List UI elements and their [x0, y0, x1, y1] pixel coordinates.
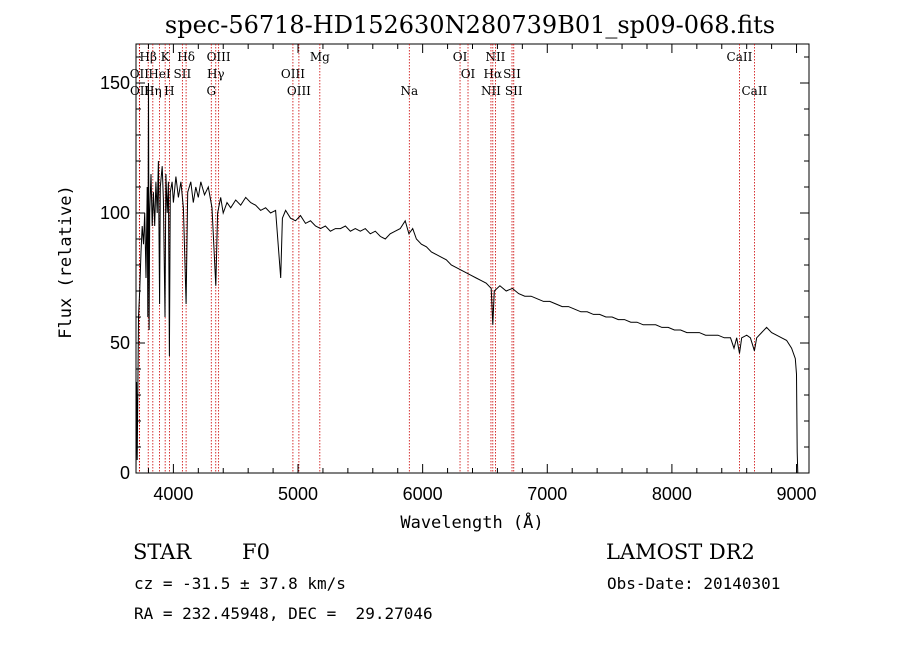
- spectral-line-label: SII: [505, 84, 523, 98]
- observation-date: Obs-Date: 20140301: [607, 574, 781, 593]
- spectral-line-label: CaII: [727, 50, 753, 64]
- chart-title: spec-56718-HD152630N280739B01_sp09-068.f…: [165, 11, 775, 39]
- spectral-line-label: SII: [174, 67, 192, 81]
- spectral-line-label: G: [206, 84, 216, 98]
- spectral-line-label: Hγ: [207, 67, 225, 81]
- axes: 4000 5000 6000 7000 8000 9000 0 50 100 150: [100, 44, 817, 504]
- spectral-line-label: NII: [481, 84, 501, 98]
- y-tick-label: 50: [110, 333, 130, 353]
- coordinates-readout: RA = 232.45948, DEC = 29.27046: [134, 604, 433, 623]
- spectral-line-label: Na: [400, 84, 418, 98]
- survey-name: LAMOST DR2: [606, 540, 755, 564]
- spectral-line-label: K: [161, 50, 171, 64]
- spectral-line-label: Hδ: [177, 50, 195, 64]
- spectral-line-label: SII: [503, 67, 521, 81]
- y-tick-label: 0: [120, 463, 130, 483]
- y-tick-label: 100: [100, 203, 130, 223]
- spectral-line-label: HeI: [148, 67, 171, 81]
- redshift-readout: cz = -31.5 ± 37.8 km/s: [134, 574, 346, 593]
- x-tick-label: 9000: [777, 484, 817, 504]
- spectral-subclass: F0: [242, 540, 270, 564]
- y-axis-label: Flux (relative): [56, 185, 76, 339]
- spectral-line-label: CaII: [741, 84, 767, 98]
- spectral-line-label: Hη: [144, 84, 162, 98]
- spectral-line-label: NII: [485, 50, 505, 64]
- spectral-line-label: Hα: [484, 67, 503, 81]
- plot-frame: [135, 43, 810, 474]
- spectral-line-label: H: [164, 84, 174, 98]
- x-tick-label: 7000: [527, 484, 567, 504]
- y-tick-label: 150: [100, 73, 130, 93]
- spectrum-line: [135, 82, 799, 474]
- spectral-line-label: OIII: [281, 67, 305, 81]
- x-tick-label: 5000: [278, 484, 318, 504]
- spectral-line-label: OIII: [287, 84, 311, 98]
- spectral-line-label: OI: [453, 50, 468, 64]
- spectral-line-label: Mg: [310, 50, 330, 64]
- spectral-line-label: OIII: [207, 50, 231, 64]
- x-tick-label: 6000: [403, 484, 443, 504]
- spectral-line-label: Hβ: [140, 50, 157, 64]
- object-type: STAR: [133, 540, 192, 564]
- spectral-line-label: OI: [461, 67, 476, 81]
- x-tick-label: 8000: [652, 484, 692, 504]
- spectral-line-label: OII: [130, 84, 150, 98]
- x-axis-label: Wavelength (Å): [400, 511, 543, 533]
- x-tick-label: 4000: [153, 484, 193, 504]
